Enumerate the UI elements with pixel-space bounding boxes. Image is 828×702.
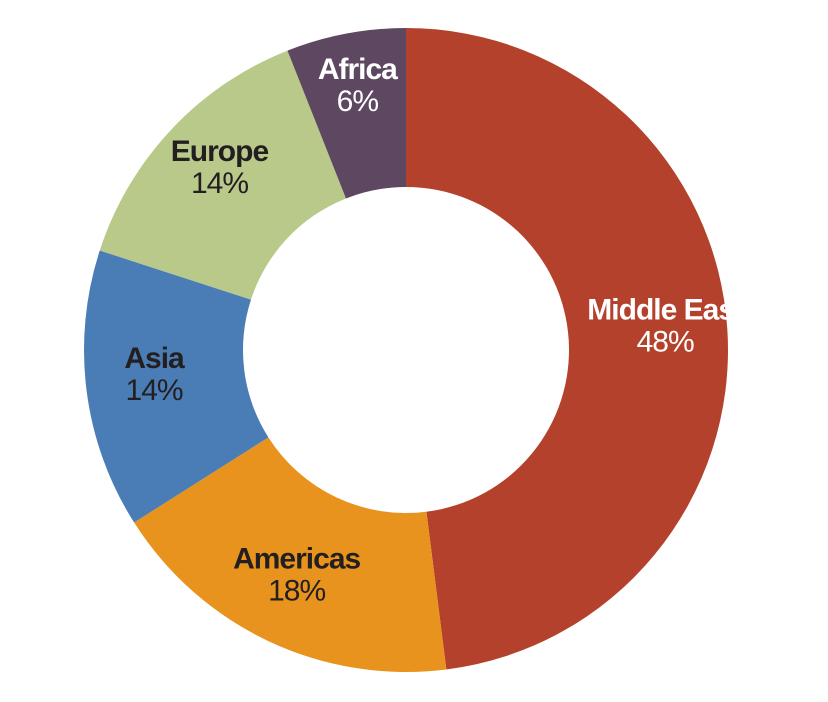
- slice-africa: [287, 28, 406, 199]
- slice-europe: [99, 50, 346, 300]
- donut-slices: [83, 27, 729, 672]
- slice-middle-east: [406, 27, 729, 670]
- slice-percent: 14%: [126, 374, 183, 407]
- slice-americas: [134, 437, 447, 672]
- slice-name: Europe: [171, 135, 269, 168]
- slice-percent: 6%: [337, 85, 379, 118]
- slice-name: Africa: [318, 53, 398, 86]
- slice-name: Middle East: [587, 294, 744, 327]
- slice-label-europe: Europe 14%: [171, 135, 269, 200]
- slice-label-africa: Africa 6%: [318, 53, 398, 118]
- slice-percent: 18%: [268, 574, 325, 607]
- slice-percent: 14%: [191, 167, 248, 200]
- slice-label-americas: Americas 18%: [233, 542, 360, 607]
- slice-name: Asia: [124, 342, 185, 375]
- slice-label-asia: Asia 14%: [124, 342, 185, 407]
- slice-label-middle-east: Middle East 48%: [587, 294, 744, 359]
- slice-name: Americas: [233, 542, 360, 575]
- slice-asia: [83, 250, 269, 523]
- slice-labels: Middle East 48%Americas 18%Asia 14%Europe 14…: [124, 53, 745, 607]
- slice-percent: 48%: [637, 326, 694, 359]
